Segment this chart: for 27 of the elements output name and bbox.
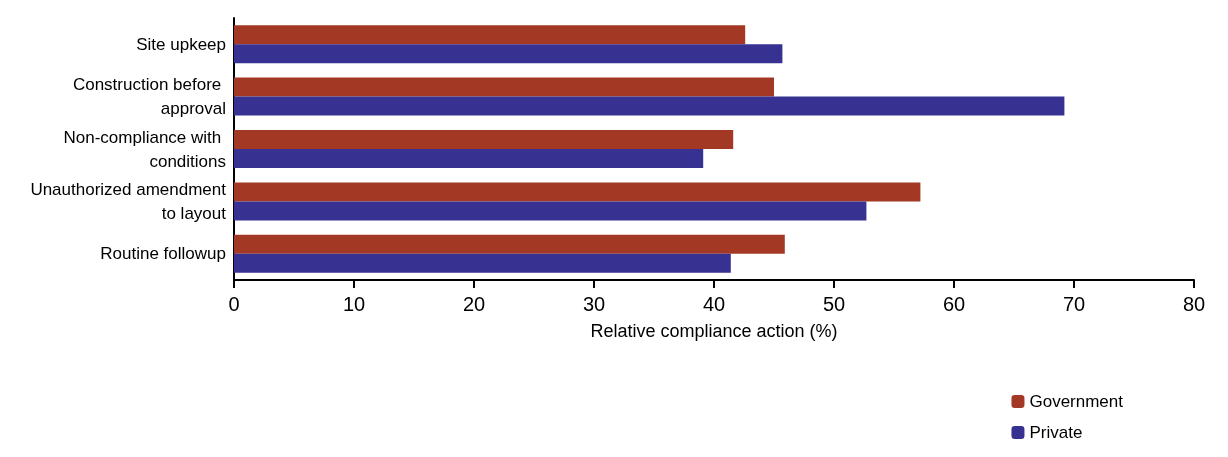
y-tick-label: Non-compliance with conditions xyxy=(63,127,226,171)
x-tick-label: 60 xyxy=(942,293,966,315)
x-tick-label: 30 xyxy=(582,293,606,315)
bar xyxy=(234,253,731,273)
y-tick-label: Site upkeep xyxy=(136,34,226,54)
bar xyxy=(234,182,921,202)
y-tick-label: Unauthorized amendment to layout xyxy=(30,179,227,223)
bar xyxy=(234,130,734,149)
legend-label: Private xyxy=(1029,423,1083,442)
x-tick-label: 20 xyxy=(462,293,486,315)
bar xyxy=(234,25,746,45)
bar xyxy=(234,77,774,97)
bar xyxy=(234,234,785,254)
x-tick-label: 80 xyxy=(1182,293,1206,315)
x-tick-label: 40 xyxy=(702,293,726,315)
bar xyxy=(234,96,1065,116)
bar xyxy=(234,44,783,64)
legend-label: Government xyxy=(1029,392,1124,411)
x-tick-label: 70 xyxy=(1062,293,1086,315)
y-tick-label: Construction before approval xyxy=(72,75,226,119)
bar xyxy=(234,201,867,221)
x-tick-label: 50 xyxy=(822,293,846,315)
x-axis-title: Relative compliance action (%) xyxy=(590,321,838,341)
y-tick-label: Routine followup xyxy=(100,244,226,264)
x-tick-label: 10 xyxy=(342,293,366,315)
bar xyxy=(234,149,704,168)
x-tick-label: 0 xyxy=(228,293,240,315)
